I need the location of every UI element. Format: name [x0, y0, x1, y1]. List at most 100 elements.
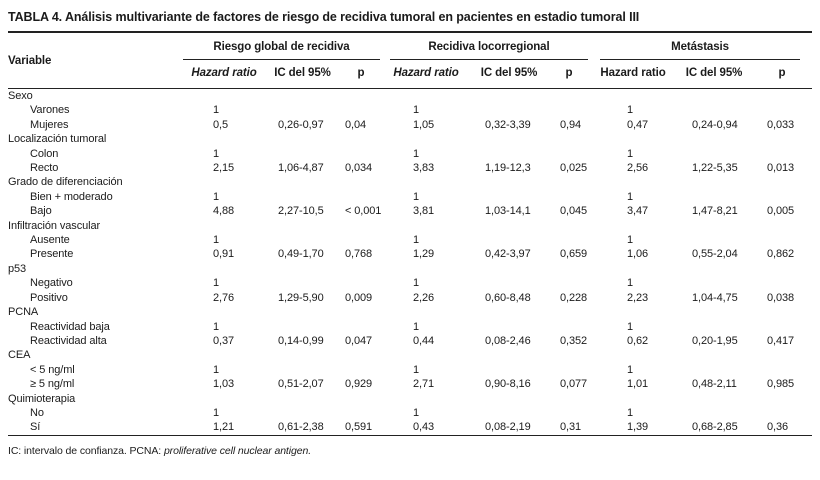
- value-cell: [340, 363, 382, 377]
- value-cell: 0,36: [767, 421, 789, 434]
- section-label: PCNA: [8, 306, 39, 319]
- value-cell: [752, 363, 812, 377]
- value-cell: 1: [213, 104, 220, 117]
- group-header-riesgo-global: Riesgo global de recidiva: [183, 32, 382, 60]
- value-cell: 0,034: [345, 162, 373, 175]
- value-cell: [470, 190, 548, 204]
- table-body: Sexo Varones 1 1 1 Mujeres 0,5 0,26-0,97 0,04 1,0…: [8, 89, 812, 436]
- value-cell: 0,929: [345, 378, 373, 391]
- value-cell: 0,68-2,85: [692, 421, 738, 434]
- value-cell: 1: [213, 234, 220, 247]
- section-row: p53: [8, 262, 812, 276]
- value-cell: [265, 190, 340, 204]
- row-label: Reactividad alta: [30, 334, 107, 347]
- value-cell: 1: [413, 406, 420, 419]
- section-label: p53: [8, 262, 27, 275]
- group-label: Riesgo global de recidiva: [183, 33, 380, 60]
- value-cell: 0,31: [560, 421, 582, 434]
- value-cell: 0,62: [627, 334, 649, 347]
- value-cell: [265, 320, 340, 334]
- value-cell: 0,417: [767, 334, 795, 347]
- value-cell: [752, 103, 812, 117]
- value-cell: [676, 406, 752, 420]
- subheader-p: p: [548, 60, 590, 89]
- value-cell: [752, 406, 812, 420]
- data-row: Mujeres 0,5 0,26-0,97 0,04 1,05 0,32-3,39 0,94…: [8, 118, 812, 132]
- footnote-plain-text: IC: intervalo de confianza. PCNA:: [8, 444, 164, 457]
- value-cell: 0,862: [767, 248, 795, 261]
- data-row: Varones 1 1 1: [8, 103, 812, 117]
- value-cell: [548, 233, 590, 247]
- row-label: Recto: [30, 162, 59, 175]
- value-cell: 0,90-8,16: [485, 378, 531, 391]
- value-cell: 2,76: [213, 291, 235, 304]
- row-label: Bien + moderado: [30, 190, 113, 203]
- value-cell: [470, 406, 548, 420]
- section-label: Localización tumoral: [8, 133, 107, 146]
- value-cell: [676, 320, 752, 334]
- value-cell: 0,04: [345, 118, 367, 131]
- value-cell: 1: [627, 363, 634, 376]
- value-cell: 2,23: [627, 291, 649, 304]
- value-cell: [340, 147, 382, 161]
- value-cell: [470, 276, 548, 290]
- value-cell: < 0,001: [345, 205, 382, 218]
- value-cell: 1,04-4,75: [692, 291, 738, 304]
- value-cell: 1,29-5,90: [278, 291, 324, 304]
- value-cell: 3,47: [627, 205, 649, 218]
- value-cell: 0,43: [413, 421, 435, 434]
- value-cell: 0,077: [560, 378, 588, 391]
- value-cell: [752, 320, 812, 334]
- section-label: Sexo: [8, 90, 33, 102]
- value-cell: [676, 276, 752, 290]
- section-label: CEA: [8, 349, 31, 362]
- value-cell: 0,025: [560, 162, 588, 175]
- value-cell: 1,22-5,35: [692, 162, 738, 175]
- data-row: Recto 2,15 1,06-4,87 0,034 3,83 1,19-12,3 0,02…: [8, 161, 812, 175]
- value-cell: 0,5: [213, 118, 228, 131]
- value-cell: 2,15: [213, 162, 235, 175]
- value-cell: 0,51-2,07: [278, 378, 324, 391]
- value-cell: [265, 233, 340, 247]
- value-cell: 1,06-4,87: [278, 162, 324, 175]
- value-cell: 1,03: [213, 378, 235, 391]
- table-title: TABLA 4. Análisis multivariante de facto…: [8, 10, 640, 24]
- value-cell: 1: [627, 320, 634, 333]
- value-cell: [470, 103, 548, 117]
- value-cell: 1: [213, 190, 220, 203]
- row-label: Reactividad baja: [30, 320, 110, 333]
- value-cell: 1: [413, 234, 420, 247]
- value-cell: 1: [213, 320, 220, 333]
- footnote-italic-text: proliferative cell nuclear antigen.: [163, 444, 312, 457]
- value-cell: [340, 103, 382, 117]
- value-cell: [340, 190, 382, 204]
- value-cell: [340, 406, 382, 420]
- data-row: Bien + moderado 1 1 1: [8, 190, 812, 204]
- section-row: Quimioterapia: [8, 392, 812, 406]
- value-cell: 1,39: [627, 421, 649, 434]
- value-cell: 1: [213, 277, 220, 290]
- subheader-hazard-ratio: Hazard ratio: [183, 60, 265, 89]
- value-cell: 1: [627, 104, 634, 117]
- value-cell: 1,21: [213, 421, 235, 434]
- row-label: No: [30, 406, 44, 419]
- row-label: Positivo: [30, 291, 68, 304]
- value-cell: 1: [627, 147, 634, 160]
- section-label: Grado de diferenciación: [8, 176, 123, 189]
- value-cell: 0,94: [560, 118, 582, 131]
- row-label: Bajo: [30, 205, 52, 218]
- value-cell: 1,03-14,1: [485, 205, 531, 218]
- value-cell: 0,61-2,38: [278, 421, 324, 434]
- value-cell: 1,19-12,3: [485, 162, 531, 175]
- value-cell: 0,48-2,11: [692, 378, 737, 391]
- value-cell: 1,01: [627, 378, 649, 391]
- group-header-metastasis: Metástasis: [590, 32, 812, 60]
- value-cell: 1,05: [413, 118, 435, 131]
- value-cell: 3,81: [413, 205, 435, 218]
- value-cell: [470, 363, 548, 377]
- value-cell: 1: [413, 320, 420, 333]
- section-label: Quimioterapia: [8, 392, 76, 405]
- value-cell: 0,768: [345, 248, 373, 261]
- value-cell: [676, 363, 752, 377]
- value-cell: [548, 406, 590, 420]
